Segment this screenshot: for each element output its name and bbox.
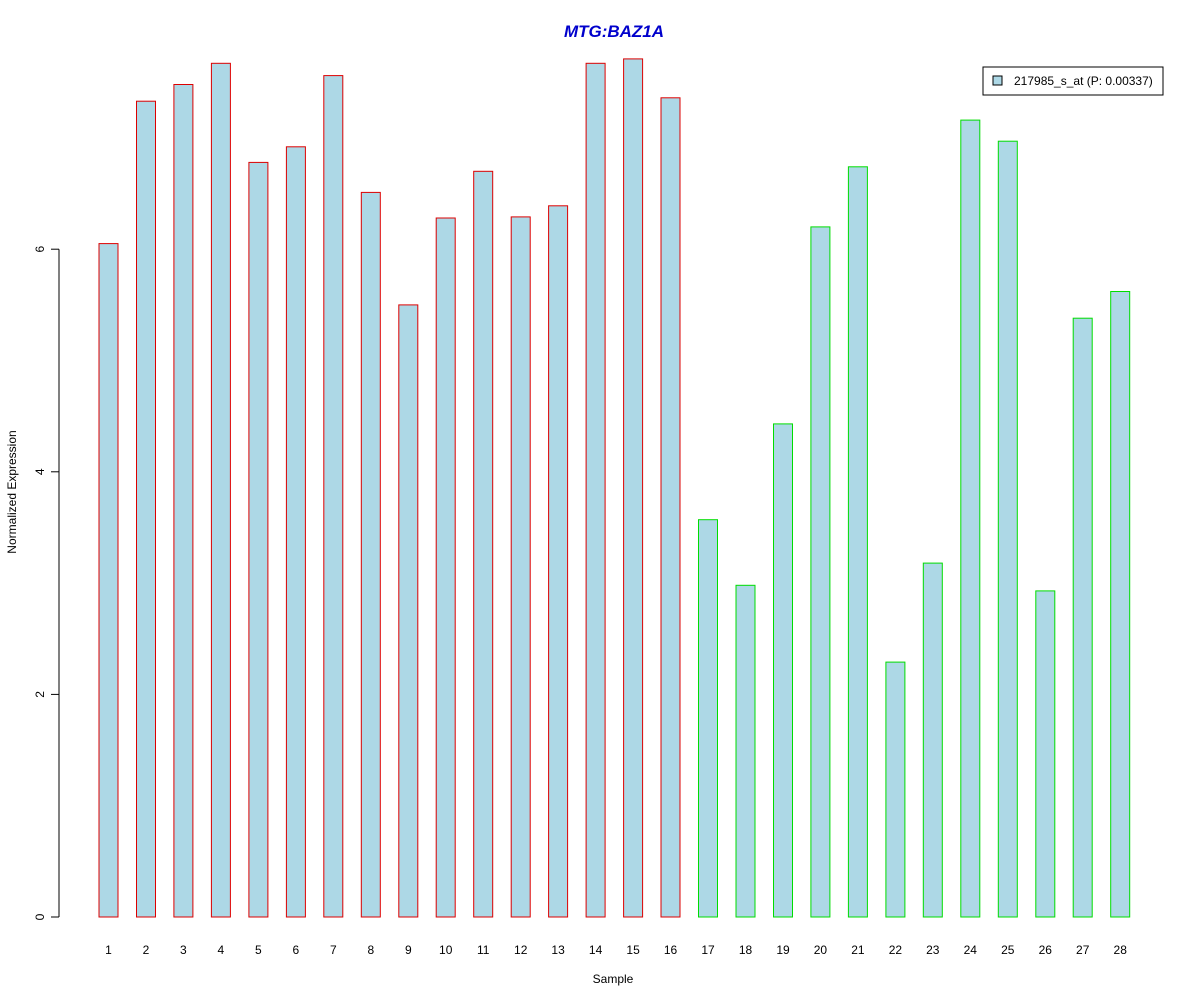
y-tick-label: 6 xyxy=(33,246,47,253)
x-tick-label: 9 xyxy=(405,943,412,957)
legend-label: 217985_s_at (P: 0.00337) xyxy=(1014,74,1153,88)
bar-sample-17 xyxy=(698,519,718,918)
x-tick-label: 22 xyxy=(889,943,903,957)
bar-sample-14 xyxy=(585,62,606,918)
x-axis-label: Sample xyxy=(593,972,634,986)
x-tick-label: 10 xyxy=(439,943,453,957)
y-tick-label: 2 xyxy=(33,691,47,698)
bar-sample-16 xyxy=(660,97,681,918)
bar-sample-8 xyxy=(360,191,381,918)
x-tick-labels: 1 2 3 4 5 6 7 8 9 10 11 12 13 14 15 16 17 18 19 20 21 22 23 24 2… xyxy=(105,943,1127,957)
bar-sample-28 xyxy=(1110,291,1131,918)
legend-box xyxy=(982,66,1164,96)
bar-sample-27 xyxy=(1072,317,1093,918)
x-tick-label: 3 xyxy=(180,943,187,957)
x-tick-label: 5 xyxy=(255,943,262,957)
x-tick-label: 13 xyxy=(551,943,565,957)
bar-sample-19 xyxy=(773,423,793,918)
x-tick-label: 24 xyxy=(964,943,978,957)
x-tick-label: 18 xyxy=(739,943,753,957)
bar-sample-11 xyxy=(473,170,494,918)
x-tick-label: 27 xyxy=(1076,943,1090,957)
bar-sample-5 xyxy=(248,161,269,918)
x-tick-label: 23 xyxy=(926,943,940,957)
bar-sample-22 xyxy=(885,661,906,918)
bar-sample-26 xyxy=(1035,590,1056,918)
bar-sample-1 xyxy=(98,243,119,918)
x-tick-label: 19 xyxy=(776,943,790,957)
bar-sample-4 xyxy=(210,62,231,918)
bar-sample-24 xyxy=(960,119,981,918)
bar-sample-6 xyxy=(285,146,306,918)
x-tick-label: 28 xyxy=(1114,943,1128,957)
x-tick-label: 25 xyxy=(1001,943,1015,957)
x-tick-label: 15 xyxy=(626,943,640,957)
bar-sample-3 xyxy=(173,84,194,918)
bar-sample-7 xyxy=(323,75,344,918)
x-tick-label: 16 xyxy=(664,943,678,957)
x-tick-label: 12 xyxy=(514,943,528,957)
y-tick-label: 0 xyxy=(33,913,47,920)
x-tick-label: 20 xyxy=(814,943,828,957)
bar-sample-25 xyxy=(997,140,1018,918)
x-tick-label: 21 xyxy=(851,943,865,957)
chart-title: MTG:BAZ1A xyxy=(564,22,664,41)
bar-sample-2 xyxy=(136,100,156,918)
bar-sample-12 xyxy=(510,216,531,918)
x-tick-label: 2 xyxy=(143,943,150,957)
y-axis-label: Normalized Expression xyxy=(5,430,19,553)
bar-sample-15 xyxy=(623,58,644,918)
x-tick-label: 4 xyxy=(218,943,225,957)
bars-group xyxy=(98,58,1131,918)
bar-sample-10 xyxy=(435,217,456,918)
bar-sample-20 xyxy=(810,226,831,918)
bar-sample-21 xyxy=(847,166,868,918)
bar-sample-23 xyxy=(922,562,943,918)
bar-sample-18 xyxy=(735,584,756,918)
legend-swatch xyxy=(992,75,1003,86)
x-tick-label: 17 xyxy=(701,943,715,957)
x-tick-label: 8 xyxy=(367,943,374,957)
legend: 217985_s_at (P: 0.00337) xyxy=(982,66,1164,96)
x-tick-label: 14 xyxy=(589,943,603,957)
y-axis: 0 2 4 6 xyxy=(33,246,60,920)
x-tick-label: 1 xyxy=(105,943,112,957)
y-tick-label: 4 xyxy=(33,468,47,475)
x-tick-label: 6 xyxy=(293,943,300,957)
x-tick-label: 11 xyxy=(477,943,490,957)
x-tick-label: 26 xyxy=(1039,943,1053,957)
bar-sample-13 xyxy=(548,205,569,918)
bar-sample-9 xyxy=(398,304,419,918)
x-tick-label: 7 xyxy=(330,943,337,957)
